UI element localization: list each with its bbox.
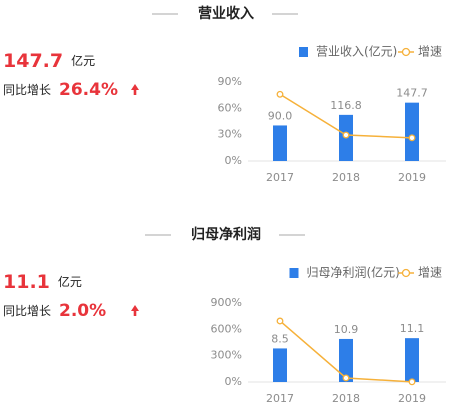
section-title: 归母净利润 [191,226,261,243]
headline-number: 11.1 [3,271,50,293]
legend-swatch [299,47,308,57]
headline-number: 147.7 [3,50,63,72]
x-tick-label: 2017 [266,392,294,405]
y-tick-label: 900% [211,296,242,309]
headline-unit: 亿元 [71,53,95,68]
growth-value: 26.4% [59,80,118,100]
legend-swatch [401,268,411,278]
growth-line: 同比增长 26.4% [3,80,118,100]
bar [273,125,287,161]
up-arrow [131,84,139,95]
legend-swatch [401,47,411,57]
growth-point [342,131,350,139]
x-tick-label: 2018 [332,392,360,405]
growth-point [408,134,416,142]
growth-point [408,378,416,386]
value-label: 90.0 [268,109,293,122]
legend-label: 增速 [418,45,442,59]
y-tick-label: 0% [225,375,242,388]
growth-point [276,90,284,98]
value-label: 11.1 [400,322,425,335]
x-tick-label: 2019 [398,171,426,184]
growth-point [342,374,350,382]
value-label: 8.5 [271,332,289,345]
legend-label: 营业收入(亿元) [316,44,397,59]
y-tick-label: 30% [218,128,242,141]
headline-unit: 亿元 [58,274,82,289]
x-tick-label: 2019 [398,392,426,405]
bar [339,338,353,382]
legend-label: 归母净利润(亿元) [307,265,400,280]
bar [273,348,287,382]
growth-label: 同比增长 [3,83,51,97]
growth-point [276,317,284,325]
y-tick-label: 60% [218,101,242,114]
x-tick-label: 2017 [266,171,294,184]
headline-value: 147.7 亿元 [3,50,95,72]
y-tick-label: 90% [218,75,242,88]
bar [405,102,419,161]
value-label: 10.9 [334,323,359,336]
value-label: 147.7 [396,87,428,100]
growth-value: 2.0% [59,301,106,321]
y-tick-label: 300% [211,349,242,362]
x-tick-label: 2018 [332,171,360,184]
growth-label: 同比增长 [3,304,51,318]
y-tick-label: 0% [225,154,242,167]
legend-label: 增速 [418,266,442,280]
legend-swatch [289,268,299,278]
section-title: 营业收入 [198,5,254,22]
up-arrow [131,305,139,316]
headline-value: 11.1 亿元 [3,271,82,293]
bar [405,338,419,382]
growth-line: 同比增长 2.0% [3,301,106,321]
y-tick-label: 600% [211,322,242,335]
value-label: 116.8 [330,99,362,112]
